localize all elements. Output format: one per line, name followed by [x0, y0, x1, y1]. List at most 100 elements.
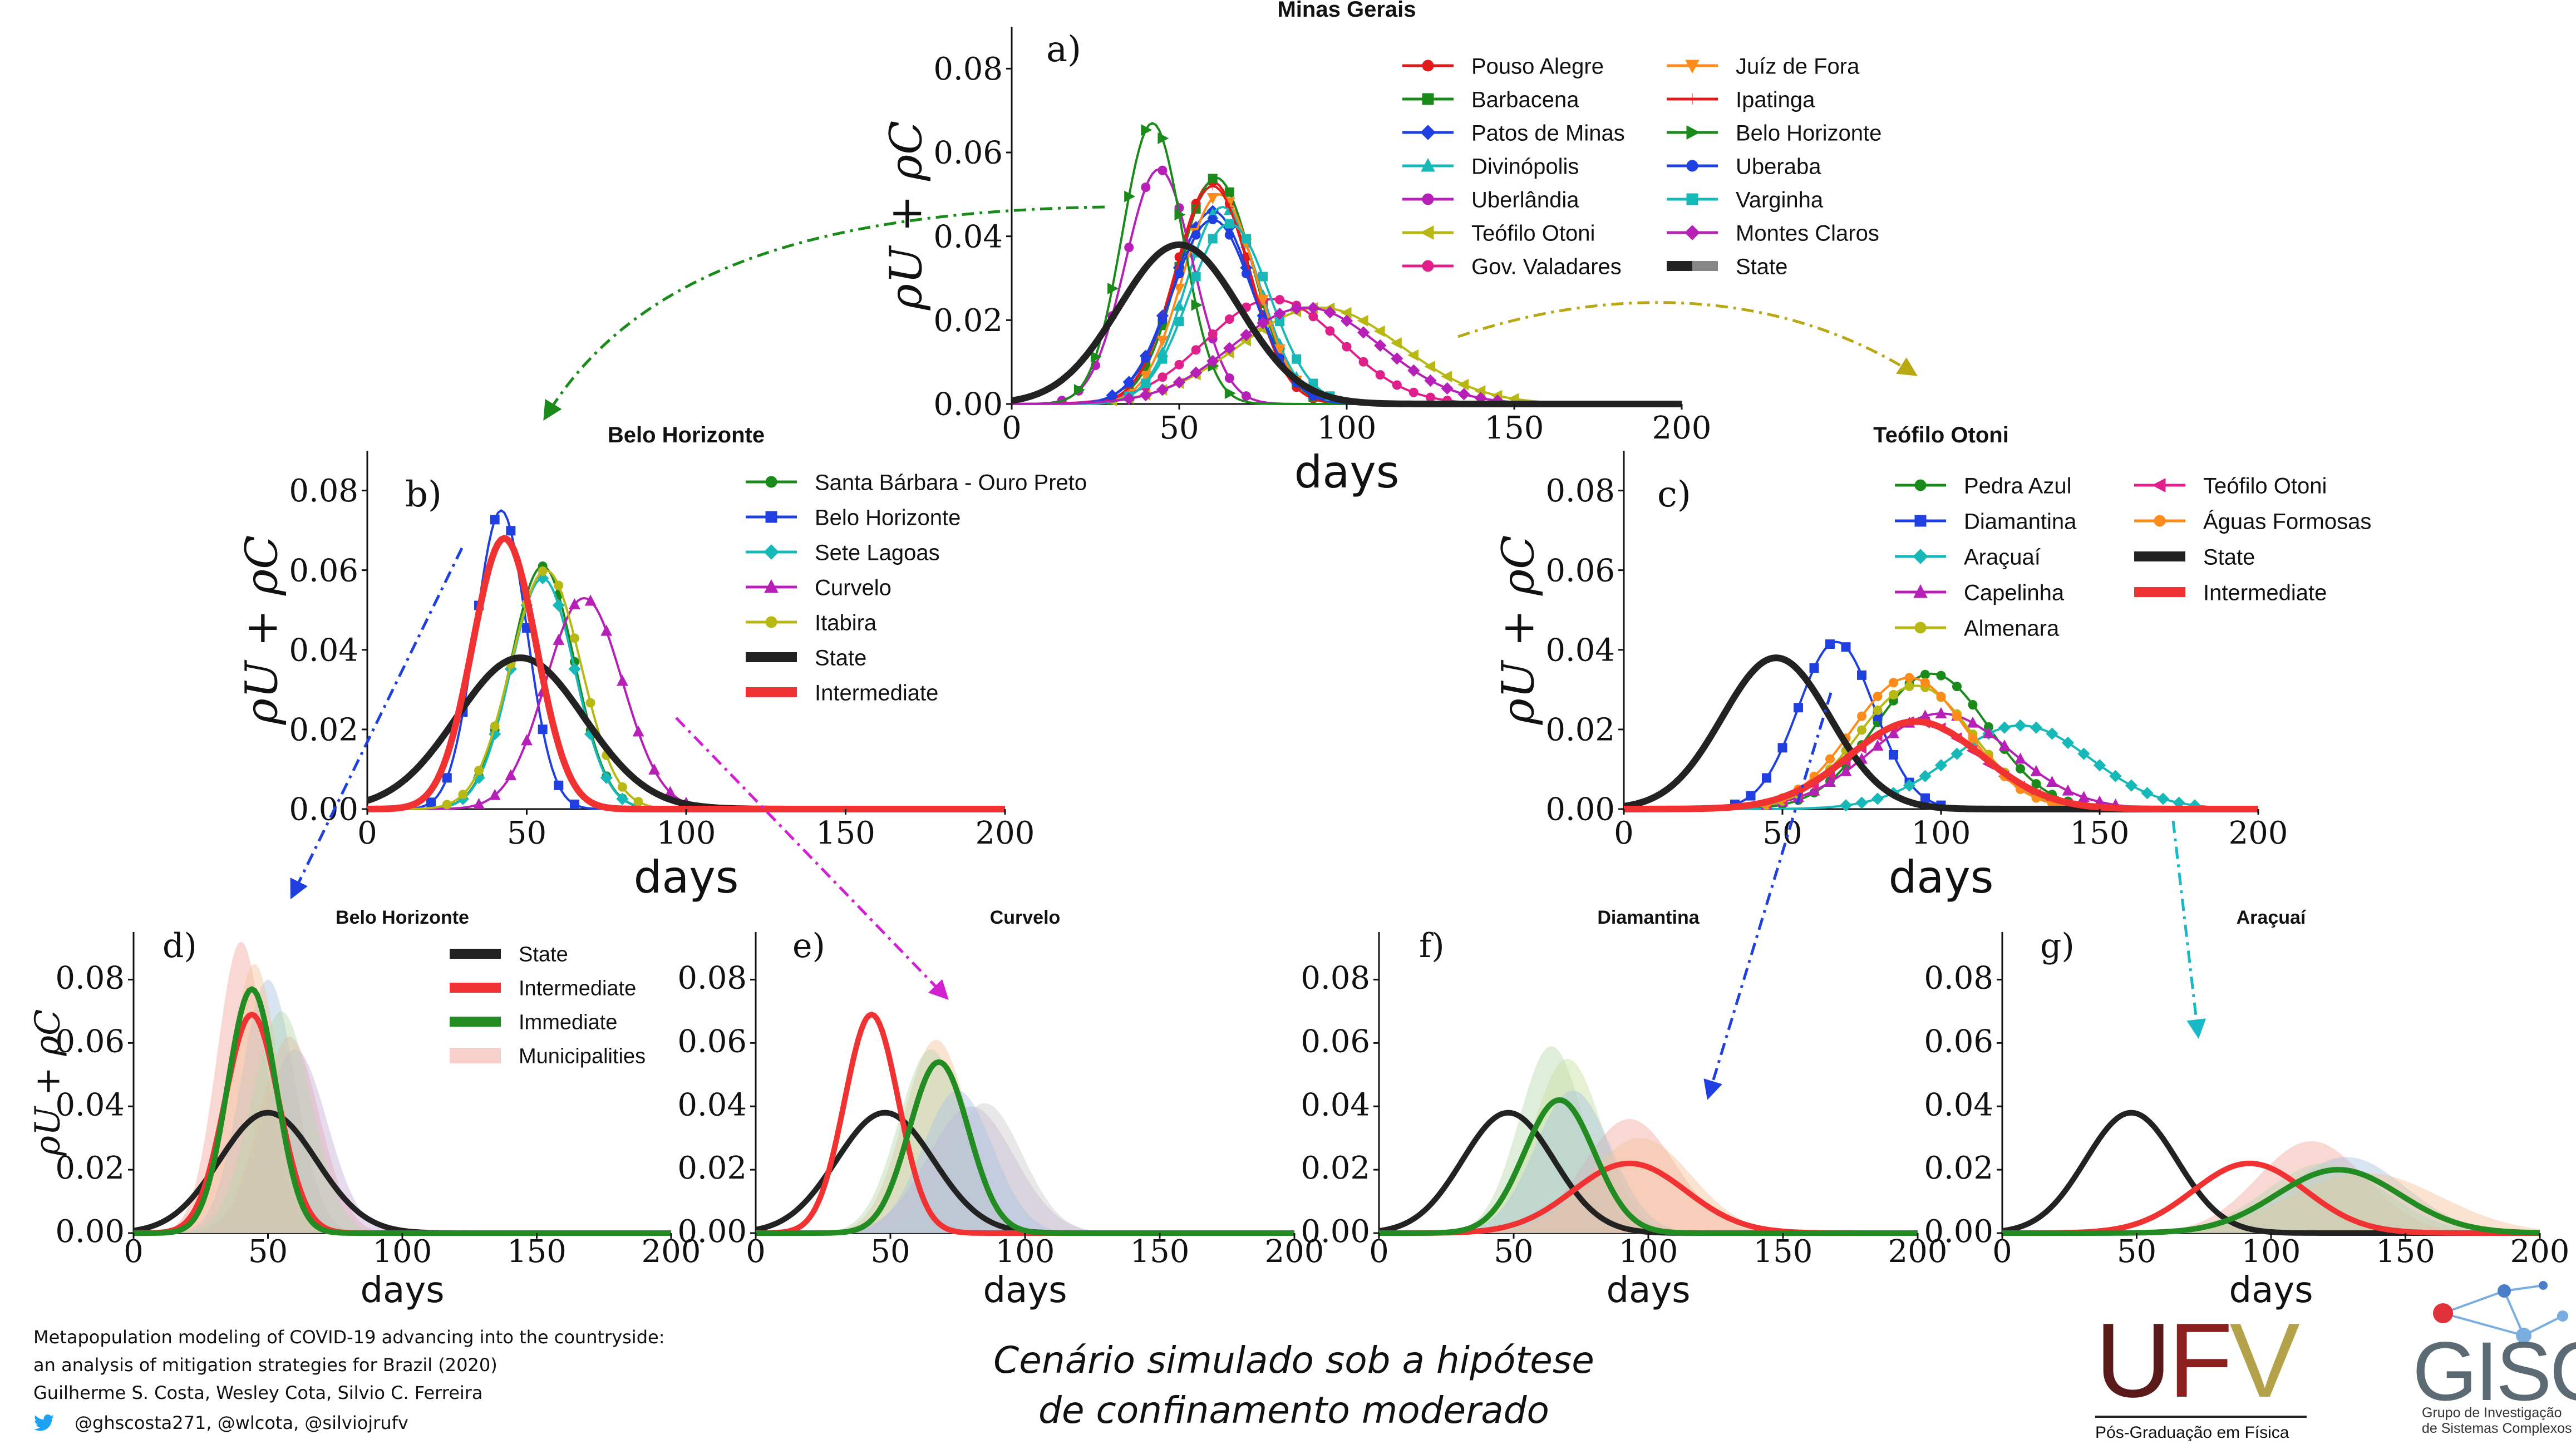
chart-legend: Santa Bárbara - Ouro Preto Belo Horizonte… [746, 470, 1087, 705]
data-point-montes-claros [1240, 328, 1253, 342]
data-point-varginha [1224, 219, 1234, 229]
data-point-pedra-azul [1936, 671, 1946, 681]
legend-label: Capelinha [1964, 580, 2065, 605]
data-point-aguas-formosas [1904, 673, 1914, 683]
y-tick-label: 0.04 [1924, 1087, 1993, 1123]
legend-marker [1420, 125, 1436, 140]
data-point-gov-valadares [1174, 359, 1184, 369]
data-point-uberaba [1124, 378, 1134, 388]
y-tick-label: 0.08 [289, 473, 358, 509]
y-tick-label: 0.06 [1545, 553, 1615, 589]
arrow-a-to-b [543, 205, 1105, 421]
x-tick-label: 0 [1002, 410, 1022, 446]
x-tick-label: 50 [1159, 410, 1199, 446]
twitter-handles: @ghscosta271, @wlcota, @silviojrufv [33, 1412, 408, 1433]
data-point-belo-horizonte [554, 780, 564, 790]
data-point-curvelo [616, 674, 628, 686]
data-point-pedra-azul [1920, 669, 1930, 679]
x-tick-label: 100 [2242, 1234, 2301, 1270]
data-point-belo-horizonte [426, 797, 436, 807]
gisc-logo-text: GISC [2412, 1324, 2576, 1418]
data-point-aguas-formosas [1825, 754, 1835, 764]
scenario-caption: Cenário simulado sob a hipótese de confi… [918, 1335, 1669, 1436]
data-point-gov-valadares [1375, 370, 1385, 380]
data-point-aracuai [1871, 792, 1884, 805]
y-tick-label: 0.04 [289, 632, 358, 668]
data-point-sete-lagoas [552, 599, 565, 612]
gisc-network-icon [2433, 1281, 2568, 1343]
legend-label: Montes Claros [1736, 221, 1879, 245]
legend-marker [1686, 125, 1701, 140]
legend-entry-municipalities: Municipalities [450, 1045, 646, 1068]
data-point-pedra-azul [2016, 763, 2025, 773]
data-point-itabira [569, 633, 579, 643]
x-tick-label: 150 [1485, 410, 1544, 446]
chart-panel-b: 0 50 100 150 200 0.00 0.02 0.04 0.06 0.08 days ρU +… [236, 423, 1087, 903]
y-tick-label: 0.04 [1301, 1087, 1370, 1123]
data-point-montes-claros [1257, 317, 1269, 329]
reference-line-1: Metapopulation modeling of COVID-19 adva… [33, 1327, 665, 1348]
legend-marker [1686, 160, 1698, 172]
series-line-immediate [755, 1059, 1295, 1236]
x-tick-label: 150 [507, 1234, 567, 1270]
data-point-belo-horizonte [490, 515, 500, 525]
legend-label: Municipalities [519, 1045, 646, 1068]
legend-entry-capelinha: Capelinha [1895, 580, 2065, 605]
twitter-bird-icon [34, 1414, 54, 1431]
chart-title: Araçuaí [2237, 907, 2307, 928]
legend-marker [1913, 549, 1928, 564]
legend-entry-sete-lagoas: Sete Lagoas [746, 540, 940, 565]
data-point-varginha [1208, 234, 1218, 244]
legend-label: Uberlândia [1471, 188, 1579, 212]
data-point-uberaba [1241, 269, 1251, 279]
legend-entry-pedra-azul: Pedra Azul [1895, 474, 2071, 498]
data-point-curvelo [648, 763, 661, 775]
data-point-belo-horizonte [538, 724, 548, 735]
data-point-varginha [1141, 378, 1151, 388]
series-line-ipatinga [1012, 185, 1682, 405]
x-tick-label: 0 [1614, 815, 1634, 851]
legend-marker [1422, 60, 1434, 72]
legend-label: Immediate [519, 1011, 617, 1034]
data-point-capelinha [2046, 776, 2058, 787]
municipality-band-4 [1379, 1138, 1918, 1233]
y-tick-label: 0.00 [289, 792, 358, 828]
data-point-uberaba [1191, 230, 1201, 240]
y-tick-label: 0.06 [677, 1023, 747, 1059]
data-point-ipatinga [1175, 255, 1184, 264]
x-tick-label: 50 [2117, 1234, 2156, 1270]
data-point-gov-valadares [1426, 392, 1435, 402]
data-point-teofilo-otoni [1373, 325, 1385, 337]
data-point-capelinha [2030, 765, 2042, 776]
y-tick-label: 0.06 [1301, 1023, 1370, 1059]
legend-entry-uberaba: Uberaba [1667, 154, 1821, 179]
x-tick-label: 200 [1265, 1234, 1324, 1270]
x-axis-label: days [1889, 851, 1994, 903]
ufv-logo-block: UFV Pós-Graduação em Física [2095, 1308, 2329, 1442]
data-point-uberlandia [1124, 243, 1134, 253]
legend-entry-state: State [1667, 254, 1787, 279]
legend-marker [1422, 260, 1434, 272]
legend-entry-intermediate: Intermediate [2134, 580, 2327, 605]
legend-entry-intermediate: Intermediate [450, 977, 636, 1000]
legend-marker [1685, 225, 1700, 240]
y-tick-label: 0.02 [1301, 1150, 1370, 1186]
chart-title: Belo Horizonte [608, 423, 765, 447]
data-point-aguas-formosas [1889, 678, 1898, 688]
x-tick-label: 50 [1762, 815, 1802, 851]
data-point-varginha [1174, 317, 1184, 327]
ufv-logo-letter-v: V [2229, 1302, 2300, 1420]
municipality-band-1 [2002, 1157, 2540, 1233]
x-tick-label: 0 [1992, 1234, 2012, 1270]
legend-label: Belo Horizonte [815, 505, 961, 530]
data-point-aguas-formosas [1857, 711, 1866, 721]
x-tick-label: 100 [996, 1234, 1055, 1270]
legend-entry-varginha: Varginha [1667, 188, 1824, 212]
legend-marker [1422, 193, 1434, 205]
data-point-aracuai [2109, 770, 2122, 782]
data-point-aracuai [2141, 787, 2154, 800]
legend-label: Gov. Valadares [1471, 254, 1622, 279]
legend-entry-state: State [746, 645, 866, 670]
data-point-belo-horizonte [1073, 384, 1085, 396]
data-point-varginha [1191, 272, 1201, 282]
